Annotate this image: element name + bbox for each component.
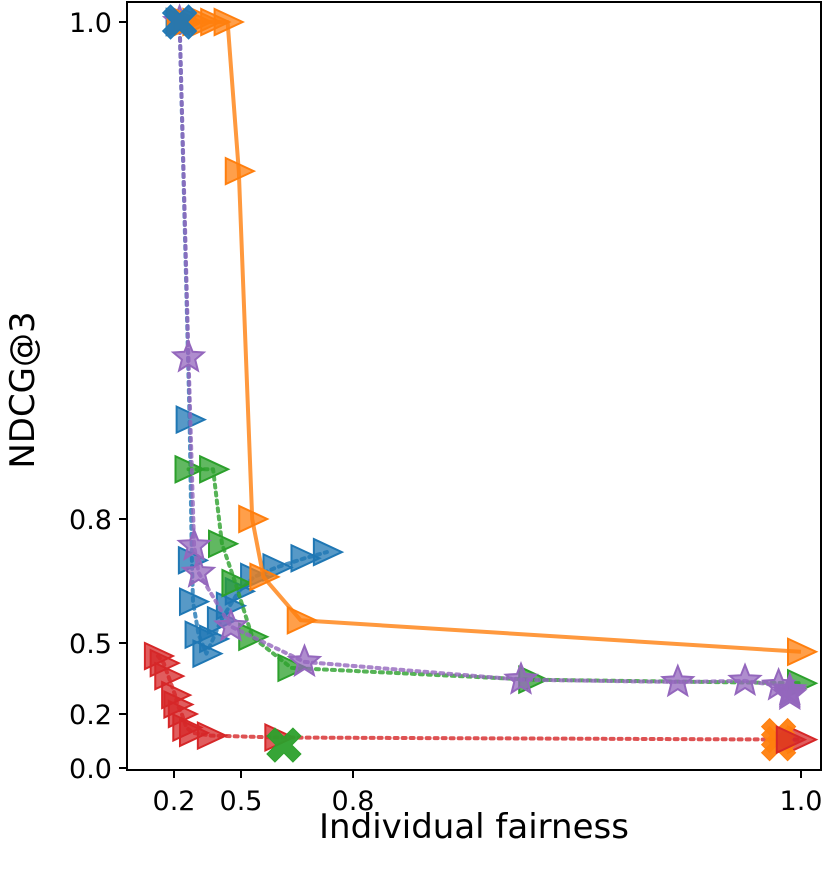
point-green-0 [174,454,206,484]
x-axis-label: Individual fairness [319,807,629,847]
point-orange-7 [238,504,270,534]
y-axis-label: NDCG@3 [3,311,43,468]
point-green-5 [277,653,309,683]
point-blue-12 [290,543,322,573]
point-orange-5 [213,7,245,37]
x-tick-label-0: 0.2 [153,786,196,817]
y-tick-label-2: 0.5 [69,629,112,660]
point-green-3 [221,568,253,598]
point-purple-8 [727,662,763,696]
point-red-8 [196,721,229,751]
series-purple [161,3,808,711]
point-purple-2 [176,527,212,561]
point-purple-5 [286,643,323,678]
point-green-2 [208,529,240,559]
x-tick-label-3: 1.0 [780,786,823,817]
point-purple-6 [503,660,539,695]
series-line-red [155,654,803,742]
extra-markers [161,4,808,763]
point-purple-4 [213,607,249,642]
y-tick-label-4: 1.0 [69,8,112,39]
point-green-1 [199,454,231,484]
series-red [143,641,819,755]
plot-frame [126,1,822,771]
y-tick-label-3: 0.8 [69,505,112,536]
point-orange-6 [224,156,257,186]
x-tick-label-2: 0.8 [332,786,375,817]
marker-green-x [266,727,302,763]
point-orange-9 [286,605,319,635]
point-red-7 [178,718,211,748]
y-ticks: 0.0 0.2 0.5 0.8 1.0 [69,8,127,785]
series-line-green [186,467,803,686]
point-purple-12 [772,676,808,711]
marker-blue-x [161,4,198,40]
series-layer [143,3,819,763]
marker-red-end [775,725,808,755]
point-orange-10 [787,637,819,667]
point-purple-3 [180,553,217,588]
y-tick-label-0: 0.0 [69,754,112,785]
series-line-orange [180,20,802,654]
point-purple-7 [660,663,696,698]
point-blue-13 [312,537,345,567]
point-purple-1 [170,338,207,373]
point-blue-3 [178,587,211,617]
point-orange-8 [249,562,281,592]
x-tick-label-1: 0.5 [220,786,263,817]
y-tick-label-1: 0.2 [69,700,112,731]
x-ticks: 0.2 0.5 0.8 1.0 [153,770,823,817]
series-line-purple [177,20,792,698]
